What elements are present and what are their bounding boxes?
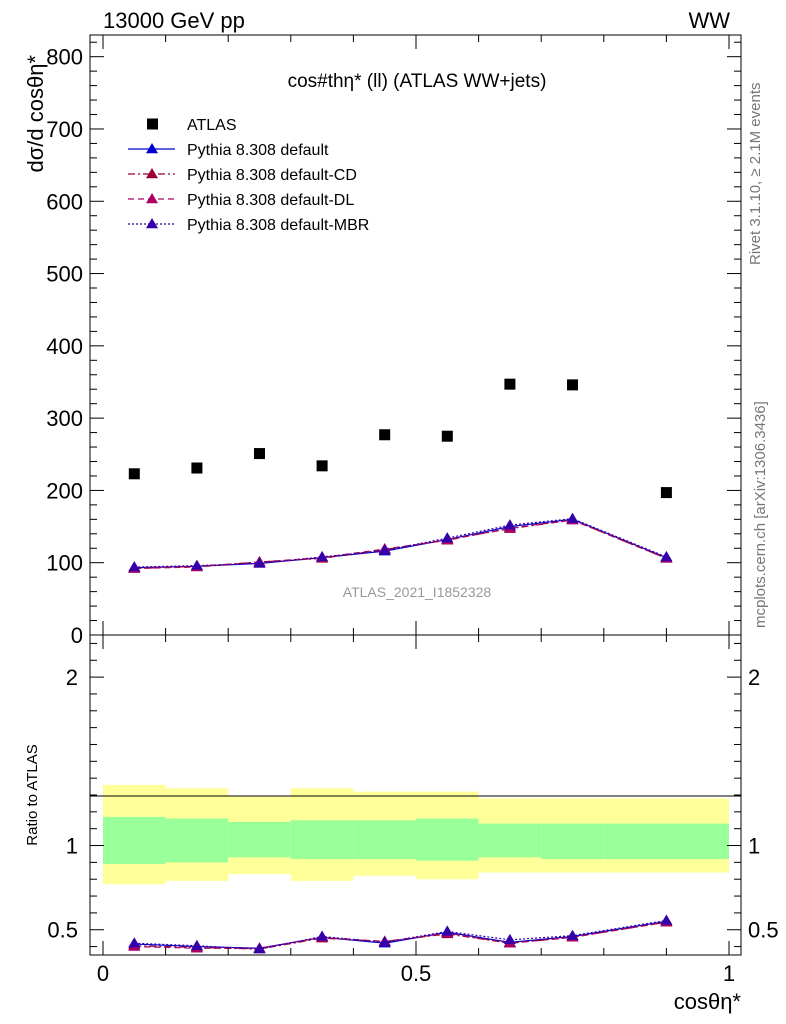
mc-series-point — [253, 557, 266, 568]
mc-series-line — [134, 519, 667, 570]
watermark: ATLAS_2021_I1852328 — [343, 584, 492, 600]
mc-series-point — [441, 532, 454, 543]
atlas-data-point — [441, 430, 453, 442]
main-title: cos#thη* (ll) (ATLAS WW+jets) — [288, 71, 547, 92]
mc-series-point — [503, 519, 516, 530]
ratio-series-point — [378, 936, 391, 947]
ratio-series-point — [503, 933, 516, 945]
main-ytick-label: 100 — [46, 551, 83, 576]
ratio-series-point — [441, 925, 454, 936]
atlas-data-point — [567, 379, 578, 391]
mc-series-line — [134, 518, 667, 568]
atlas-data-point — [191, 462, 203, 474]
atlas-data-point — [316, 460, 328, 472]
uncertainty-band-inner — [165, 818, 229, 863]
ratio-ylabel: Ratio to ATLAS — [24, 744, 41, 845]
mcplots-label: mcplots.cern.ch [arXiv:1306.3436] — [752, 401, 769, 628]
header-left: 13000 GeV pp — [103, 8, 245, 33]
main-ytick-label: 0 — [71, 623, 83, 648]
mc-series-point — [316, 550, 329, 562]
rivet-label: Rivet 3.1.10, ≥ 2.1M events — [747, 83, 764, 266]
ratio-series-point — [253, 943, 266, 954]
uncertainty-band-inner — [603, 823, 729, 859]
atlas-data-point — [254, 448, 265, 460]
main-ytick-label: 800 — [46, 45, 83, 70]
atlas-data-point — [660, 487, 672, 499]
ratio-ytick-label-right: 2 — [748, 665, 760, 690]
ratio-series-point — [190, 939, 203, 950]
atlas-data-point — [379, 429, 391, 441]
uncertainty-band-inner — [103, 816, 166, 865]
ratio-series-point — [660, 914, 673, 925]
mc-series-point — [660, 550, 673, 562]
ratio-xtick-label: 1 — [723, 961, 735, 986]
ratio-ytick-label: 2 — [66, 665, 78, 690]
legend-marker — [146, 193, 158, 204]
legend-marker — [146, 168, 158, 179]
uncertainty-band-inner — [541, 823, 604, 859]
legend-marker — [147, 118, 158, 130]
legend: ATLAS Pythia 8.308 default Pythia 8.308 de… — [128, 117, 369, 234]
legend-entry: Pythia 8.308 default — [187, 142, 329, 159]
legend-entry: ATLAS — [187, 117, 237, 134]
main-ytick-label: 300 — [46, 406, 83, 431]
header-right: WW — [688, 8, 730, 33]
mc-series-line — [134, 519, 667, 570]
ratio-xtick-label: 0.5 — [401, 961, 432, 986]
legend-entry: Pythia 8.308 default-CD — [187, 167, 357, 184]
mc-series-point — [190, 559, 203, 570]
atlas-data-point — [504, 378, 516, 390]
main-ytick-label: 400 — [46, 334, 83, 359]
ratio-ytick-label-right: 1 — [748, 834, 760, 859]
ratio-ytick-label: 0.5 — [47, 918, 78, 943]
ratio-series-line — [134, 921, 667, 949]
uncertainty-band-inner — [416, 818, 479, 861]
main-ytick-label: 600 — [46, 189, 83, 214]
ratio-ytick-label: 1 — [66, 834, 78, 859]
legend-entry: Pythia 8.308 default-DL — [187, 192, 354, 209]
mc-series-point — [128, 561, 141, 572]
legend-entry: Pythia 8.308 default-MBR — [187, 217, 369, 234]
main-ytick-label: 500 — [46, 262, 83, 287]
legend-marker — [146, 218, 158, 229]
ratio-series-point — [316, 930, 329, 941]
main-ylabel: dσ/d cosθη* — [23, 55, 48, 173]
main-ytick-label: 700 — [46, 117, 83, 142]
ratio-series-point — [128, 937, 141, 948]
mc-series-line — [134, 518, 667, 569]
mc-series-point — [378, 544, 391, 555]
ratio-xtick-label: 0 — [97, 961, 109, 986]
main-ytick-label: 200 — [46, 478, 83, 503]
legend-marker — [146, 143, 158, 154]
x-axis-label: cosθη* — [674, 989, 742, 1014]
uncertainty-band-inner — [228, 821, 291, 858]
ratio-ytick-label-right: 0.5 — [748, 918, 779, 943]
uncertainty-band-inner — [290, 820, 354, 859]
ratio-series-point — [566, 929, 579, 940]
uncertainty-band-inner — [478, 823, 542, 858]
uncertainty-band-inner — [353, 820, 416, 859]
atlas-data-point — [128, 468, 140, 480]
mc-series-point — [566, 512, 579, 523]
